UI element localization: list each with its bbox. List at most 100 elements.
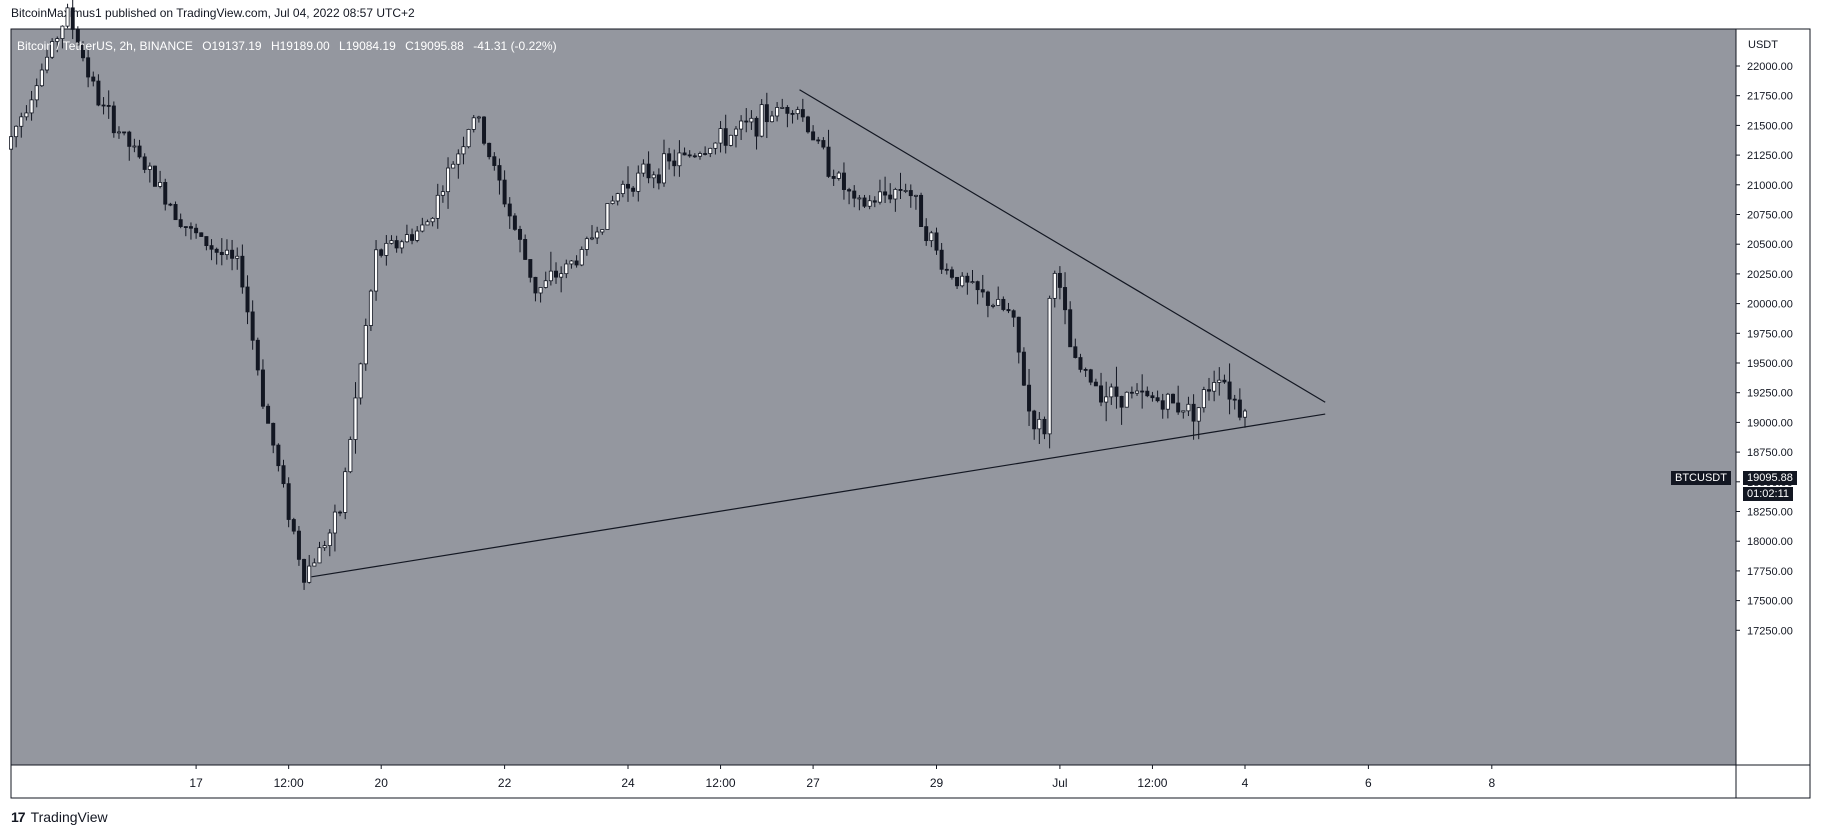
price-tick-label: 21250.00 xyxy=(1747,150,1793,162)
time-tick-label: 29 xyxy=(930,776,944,790)
candle-up xyxy=(548,270,553,282)
time-axis[interactable]: 17 12:00 20 22 24 12:00 27 29 Jul 12:00 4 6 8 xyxy=(189,765,1495,790)
price-tick-label: 20500.00 xyxy=(1747,239,1793,251)
candle-up xyxy=(600,229,605,233)
candle-down xyxy=(204,236,209,247)
candle-up xyxy=(435,194,440,219)
candle-down xyxy=(862,197,867,207)
time-tick-label: 12:00 xyxy=(1137,776,1167,790)
candle-up xyxy=(610,200,615,204)
candle-down xyxy=(86,57,91,78)
candle-down xyxy=(965,275,970,283)
candle-down xyxy=(1222,379,1227,383)
candle-up xyxy=(1052,272,1057,299)
candle-up xyxy=(1165,393,1170,410)
price-tick-label: 19750.00 xyxy=(1747,328,1793,340)
candle-up xyxy=(1037,418,1042,430)
candle-up xyxy=(420,224,425,232)
candle-down xyxy=(502,179,507,205)
candle-up xyxy=(368,290,373,326)
candle-down xyxy=(137,145,142,158)
candle-down xyxy=(682,152,687,156)
price-tick-label: 22000.00 xyxy=(1747,61,1793,73)
candle-down xyxy=(646,163,651,179)
candle-down xyxy=(1150,395,1155,399)
time-tick-label: 24 xyxy=(621,776,635,790)
candle-down xyxy=(841,172,846,190)
candle-up xyxy=(836,172,841,179)
candle-down xyxy=(1232,398,1237,401)
plot-area[interactable] xyxy=(11,29,1736,765)
candle-down xyxy=(1227,381,1232,400)
candle-down xyxy=(826,146,831,177)
candle-down xyxy=(91,76,96,82)
ascending-support-trendline[interactable] xyxy=(311,413,1326,578)
candle-up xyxy=(14,125,19,138)
candle-up xyxy=(579,249,584,266)
bar-countdown-tag: 01:02:11 xyxy=(1743,487,1794,501)
price-axis-currency: USDT xyxy=(1748,39,1778,51)
candle-down xyxy=(142,156,147,170)
candle-down xyxy=(703,153,708,155)
candle-down xyxy=(908,190,913,197)
price-tick-label: 17750.00 xyxy=(1747,566,1793,578)
candle-up xyxy=(893,189,898,200)
candle-up xyxy=(913,194,918,197)
candle-up xyxy=(651,174,656,179)
candle-up xyxy=(44,56,49,71)
candle-up xyxy=(991,304,996,307)
candle-up xyxy=(374,249,379,292)
candle-down xyxy=(1016,316,1021,353)
candle-up xyxy=(996,298,1001,306)
close-value: 19095.88 xyxy=(413,39,464,53)
candle-up xyxy=(559,273,564,278)
candle-down xyxy=(1027,384,1032,412)
candle-down xyxy=(122,131,127,134)
candle-up xyxy=(399,241,404,249)
change-value: -41.31 (-0.22%) xyxy=(473,39,557,53)
candle-up xyxy=(903,190,908,192)
descending-resistance-trendline[interactable] xyxy=(799,89,1326,403)
candle-down xyxy=(394,240,399,249)
candle-down xyxy=(70,7,75,30)
candle-down xyxy=(1129,391,1134,394)
candle-down xyxy=(1057,272,1062,288)
candle-up xyxy=(538,287,543,294)
candle-up xyxy=(795,109,800,115)
candle-down xyxy=(1078,357,1083,370)
open-key: O xyxy=(202,39,212,53)
candle-up xyxy=(363,325,368,365)
candle-down xyxy=(955,276,960,287)
candle-down xyxy=(631,187,636,192)
candle-down xyxy=(96,80,101,106)
candle-up xyxy=(158,182,163,187)
candle-down xyxy=(183,226,188,228)
candle-up xyxy=(466,129,471,148)
price-tick-label: 19250.00 xyxy=(1747,388,1793,400)
low-key: L xyxy=(339,39,346,53)
candle-down xyxy=(379,249,384,256)
candle-down xyxy=(111,105,116,134)
candle-down xyxy=(507,203,512,217)
close-key: C xyxy=(405,39,414,53)
candle-up xyxy=(332,511,337,534)
price-axis[interactable]: 17250.00 17500.00 17750.00 18000.00 18250.00… xyxy=(1736,61,1793,637)
symbol-label[interactable]: Bitcoin / TetherUS, 2h, BINANCE xyxy=(17,39,193,53)
time-tick-label: 12:00 xyxy=(274,776,304,790)
candle-down xyxy=(847,189,852,192)
footer-branding[interactable]: 17 TradingView xyxy=(11,809,108,825)
candle-down xyxy=(1006,309,1011,312)
candle-up xyxy=(780,107,785,109)
candle-up xyxy=(1243,410,1247,418)
candle-up xyxy=(60,25,65,39)
candle-up xyxy=(929,232,934,242)
candle-up xyxy=(307,565,312,583)
time-tick-label: 27 xyxy=(806,776,820,790)
last-price-tag: 19095.88 xyxy=(1743,471,1797,485)
last-price-ticker-tag: BTCUSDT xyxy=(1671,471,1731,485)
candle-down xyxy=(790,112,795,115)
candle-down xyxy=(805,116,810,133)
tradingview-brand: TradingView xyxy=(30,809,108,825)
candle-down xyxy=(1001,298,1006,310)
